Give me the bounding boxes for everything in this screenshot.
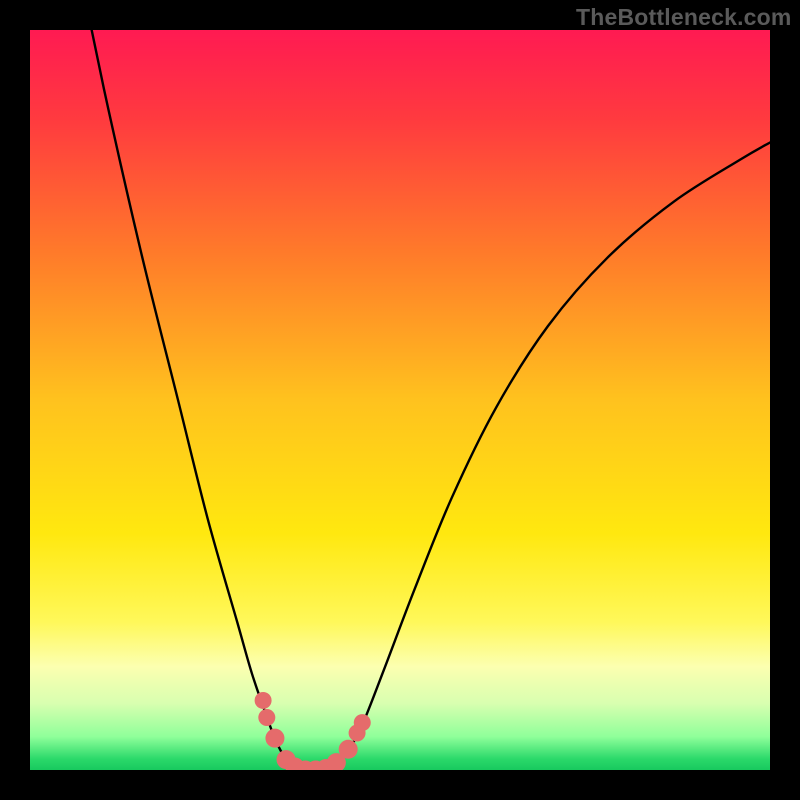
frame-left xyxy=(0,0,30,800)
frame-right xyxy=(770,0,800,800)
bottleneck-chart xyxy=(0,0,800,800)
frame-bottom xyxy=(0,770,800,800)
curve-marker xyxy=(339,740,358,759)
curve-marker xyxy=(255,692,272,709)
gradient-background xyxy=(30,30,770,770)
curve-marker xyxy=(265,729,284,748)
curve-marker xyxy=(258,709,275,726)
watermark-text: TheBottleneck.com xyxy=(576,4,792,31)
curve-marker xyxy=(354,714,371,731)
